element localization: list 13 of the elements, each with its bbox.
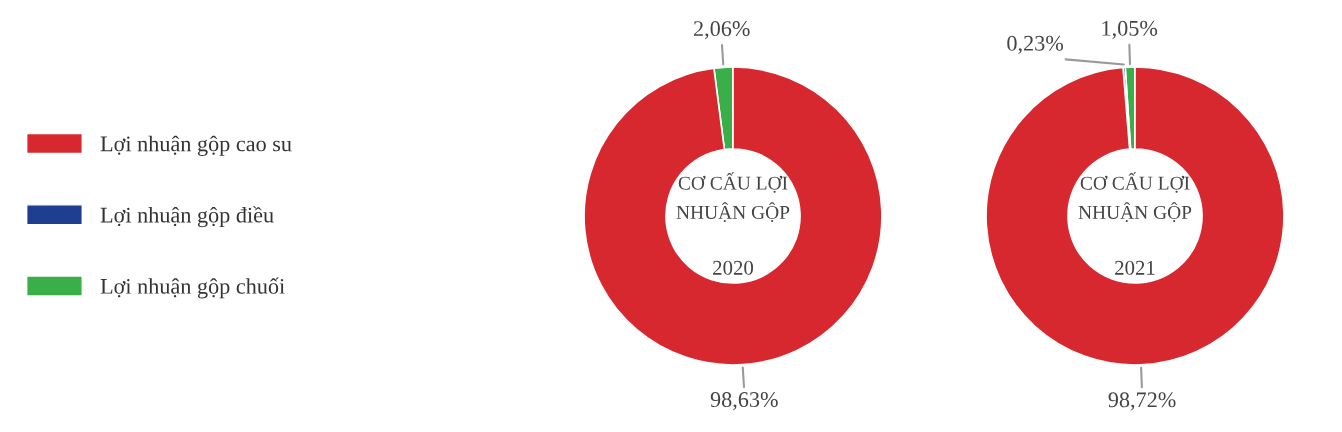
data-label: 0,23% xyxy=(1007,35,1064,54)
data-label: 2,06% xyxy=(693,21,750,40)
donut-slice xyxy=(985,66,1285,366)
legend-label: Lợi nhuận gộp chuối xyxy=(100,277,285,299)
legend-label: Lợi nhuận gộp điều xyxy=(100,206,274,228)
text: 2021 xyxy=(1115,260,1155,275)
data-label: 98,63% xyxy=(710,392,778,411)
data-label: 98,72% xyxy=(1108,392,1176,411)
text: CƠ CẤU LỢI NHUẬN GỘP xyxy=(676,172,790,223)
text: 2020 xyxy=(713,260,754,275)
data-label: 1,05% xyxy=(1102,20,1158,39)
text: CƠ CẤU LỢI NHUẬN GỘP xyxy=(1078,172,1192,223)
legend-label: Lợi nhuận gộp cao su xyxy=(100,135,292,156)
